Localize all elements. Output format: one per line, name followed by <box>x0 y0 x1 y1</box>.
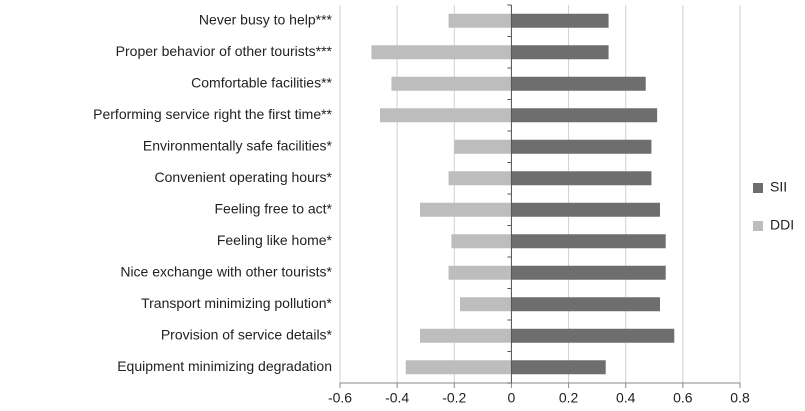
bar <box>451 234 512 249</box>
y-tick-label: Performing service right the first time*… <box>93 106 332 122</box>
y-tick-label: Feeling free to act* <box>214 200 332 216</box>
bar <box>511 13 609 28</box>
bar <box>448 265 512 280</box>
bar <box>448 13 512 28</box>
legend-label: SII <box>770 179 787 195</box>
bar <box>511 139 652 154</box>
bar <box>448 171 512 186</box>
bar <box>454 139 512 154</box>
y-tick-label: Convenient operating hours* <box>155 169 333 185</box>
bar <box>420 202 512 217</box>
y-tick-label: Proper behavior of other tourists*** <box>116 43 333 59</box>
bar <box>511 234 666 249</box>
y-tick-label: Provision of service details* <box>161 326 333 342</box>
bar <box>420 328 512 343</box>
bar <box>511 45 609 60</box>
x-tick-label: -0.2 <box>442 390 466 406</box>
bar <box>405 360 512 375</box>
x-tick-label: -0.6 <box>328 390 352 406</box>
x-tick-label: 0.6 <box>673 390 693 406</box>
legend-swatch <box>753 221 763 231</box>
bar <box>511 265 666 280</box>
bar <box>511 171 652 186</box>
bar <box>511 328 675 343</box>
y-tick-label: Equipment minimizing degradation <box>117 358 332 374</box>
bar <box>391 76 512 91</box>
bar <box>511 360 606 375</box>
legend-label: DDI <box>770 217 794 233</box>
bar <box>511 76 646 91</box>
x-tick-label: 0.4 <box>616 390 636 406</box>
y-tick-label: Feeling like home* <box>217 232 333 248</box>
y-tick-label: Environmentally safe facilities* <box>143 137 333 153</box>
bar <box>380 108 512 123</box>
y-tick-label: Transport minimizing pollution* <box>141 295 332 311</box>
bar <box>460 297 512 312</box>
y-tick-label: Comfortable facilities** <box>191 74 332 90</box>
bar <box>511 297 660 312</box>
bar <box>371 45 512 60</box>
legend-swatch <box>753 183 763 193</box>
x-tick-label: 0 <box>508 390 516 406</box>
y-tick-label: Nice exchange with other tourists* <box>120 263 332 279</box>
bar <box>511 202 660 217</box>
y-tick-label: Never busy to help*** <box>199 11 333 27</box>
x-tick-label: -0.4 <box>385 390 409 406</box>
x-tick-label: 0.2 <box>559 390 579 406</box>
x-tick-label: 0.8 <box>730 390 750 406</box>
bar <box>511 108 658 123</box>
